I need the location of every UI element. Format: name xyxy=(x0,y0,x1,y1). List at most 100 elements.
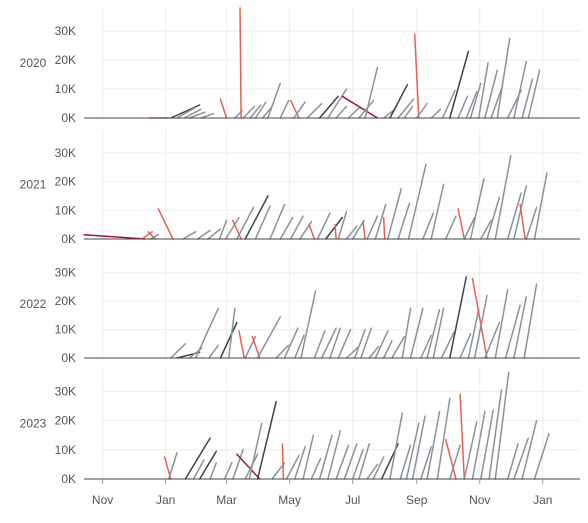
y-tick-label: 30K xyxy=(55,384,76,398)
panel-year-label: 2020 xyxy=(20,56,47,70)
data-segment xyxy=(504,304,521,359)
data-segment xyxy=(327,430,342,480)
data-segment xyxy=(463,216,476,240)
data-segment xyxy=(327,88,348,119)
data-segment xyxy=(279,99,290,119)
data-segment xyxy=(351,449,364,480)
data-segment xyxy=(389,83,409,119)
data-segment xyxy=(480,219,492,240)
data-segment xyxy=(358,443,370,480)
data-segment xyxy=(281,443,285,480)
data-segment xyxy=(387,188,402,240)
data-segment xyxy=(397,202,411,240)
data-segment xyxy=(239,7,242,119)
data-segment xyxy=(200,112,214,119)
data-segment xyxy=(176,107,196,119)
data-segment xyxy=(467,308,480,359)
data-segment xyxy=(325,216,344,240)
data-segment xyxy=(219,321,238,359)
data-segment xyxy=(494,371,510,480)
data-segment xyxy=(310,457,322,480)
data-segment xyxy=(527,69,541,119)
x-tick-label: May xyxy=(278,493,301,507)
data-segment xyxy=(223,462,233,480)
panel-year-label: 2023 xyxy=(20,417,47,431)
data-segment xyxy=(313,330,326,359)
data-segment xyxy=(254,205,271,240)
data-segment xyxy=(391,335,406,359)
data-segment xyxy=(444,438,457,480)
data-segment xyxy=(208,344,220,359)
data-segment xyxy=(444,215,457,240)
data-segment xyxy=(198,450,218,480)
data-segment xyxy=(244,195,269,240)
x-tick-label: Jan xyxy=(533,493,552,507)
data-segment xyxy=(316,212,331,240)
data-segment xyxy=(294,334,305,359)
x-tick-label: Mar xyxy=(216,493,237,507)
data-segment xyxy=(533,172,548,240)
data-segment xyxy=(473,294,488,359)
data-segment xyxy=(207,228,222,240)
data-segment xyxy=(374,203,387,240)
data-segment xyxy=(401,307,412,359)
data-segment xyxy=(486,196,501,240)
data-segment xyxy=(411,415,426,480)
data-segment xyxy=(262,107,272,119)
data-segment xyxy=(471,411,486,480)
data-segment xyxy=(389,412,404,480)
x-tick-label: Jan xyxy=(156,493,175,507)
data-segment xyxy=(420,334,432,359)
data-segment xyxy=(426,411,441,480)
data-segment xyxy=(469,178,485,240)
data-segment xyxy=(269,203,286,240)
data-segment xyxy=(196,229,211,240)
data-segment xyxy=(182,231,197,240)
data-segment xyxy=(523,283,538,359)
data-segment xyxy=(345,345,360,359)
y-tick-label: 30K xyxy=(55,266,76,280)
data-segment xyxy=(368,345,380,359)
y-tick-label: 0K xyxy=(61,111,76,125)
x-axis: Nov Jan Mar May Jul Sep Nov Jan xyxy=(92,479,552,507)
data-segment xyxy=(399,444,412,480)
data-segment xyxy=(513,437,530,480)
data-segment xyxy=(480,409,494,480)
data-segment xyxy=(289,215,304,240)
data-segment xyxy=(506,192,522,240)
data-segment xyxy=(397,98,415,119)
data-segment xyxy=(337,328,352,359)
data-segment xyxy=(170,104,201,119)
data-segment xyxy=(318,434,333,480)
data-segment xyxy=(353,328,366,359)
data-segment xyxy=(254,101,267,119)
data-segment xyxy=(236,206,255,240)
data-segment xyxy=(283,327,299,359)
data-segment xyxy=(236,453,261,480)
data-segment xyxy=(167,451,178,480)
data-segment xyxy=(232,219,242,240)
data-segment xyxy=(232,449,244,480)
data-segment xyxy=(293,101,306,119)
y-tick-label: 30K xyxy=(55,146,76,160)
data-segment xyxy=(436,397,451,480)
data-segment xyxy=(209,462,218,480)
data-segment xyxy=(440,331,455,359)
data-segment xyxy=(426,308,441,359)
data-segment xyxy=(513,60,528,119)
data-segment xyxy=(372,456,385,480)
panel-2020: 0K 10K 20K 30K 2020 xyxy=(20,7,580,125)
data-segment xyxy=(403,105,414,119)
y-tick-label: 0K xyxy=(61,232,76,246)
data-segment xyxy=(320,327,337,359)
y-tick-label: 20K xyxy=(55,414,76,428)
data-segment xyxy=(267,82,282,119)
data-segment xyxy=(413,33,420,119)
data-segment xyxy=(441,89,456,119)
data-segment xyxy=(329,327,342,359)
data-segment xyxy=(147,231,157,240)
data-segment xyxy=(449,276,468,359)
panel-2023: 0K 10K 20K 30K 2023 xyxy=(20,368,580,486)
data-segment xyxy=(300,290,317,359)
